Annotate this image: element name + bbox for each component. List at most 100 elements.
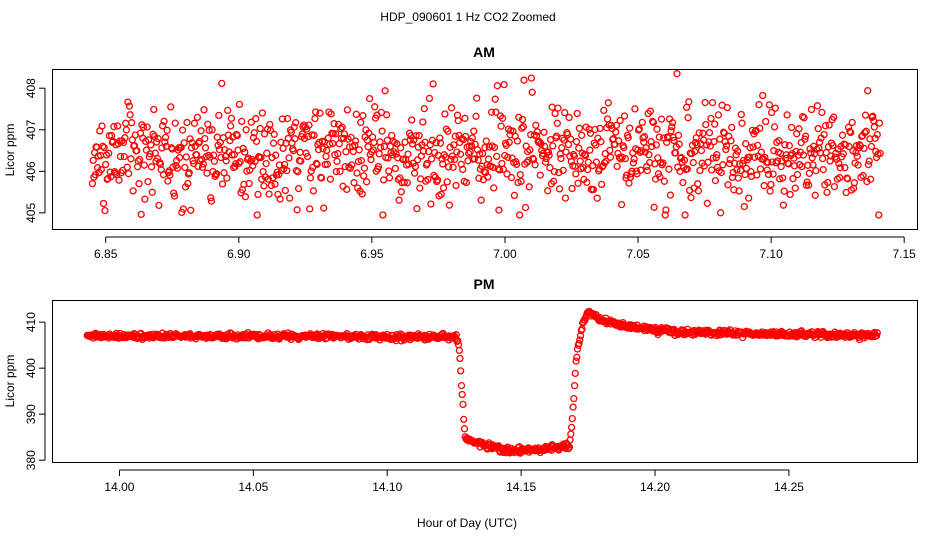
am-data-point — [121, 134, 129, 142]
am-data-point — [333, 157, 341, 165]
am-data-point — [596, 124, 604, 133]
am-data-point — [348, 161, 356, 169]
am-data-point — [661, 211, 669, 219]
am-data-point — [586, 129, 595, 137]
am-data-point — [184, 179, 192, 188]
am-data-point — [519, 123, 527, 131]
am-data-point — [276, 195, 284, 203]
am-data-point — [110, 123, 118, 131]
am-data-point — [500, 80, 508, 89]
am-data-point — [647, 138, 655, 146]
am-data-point — [523, 158, 531, 166]
am-data-point — [171, 119, 179, 127]
am-data-point — [830, 182, 839, 191]
am-data-point — [340, 130, 349, 138]
am-data-point — [215, 146, 224, 154]
am-data-point — [294, 184, 303, 193]
am-data-point — [314, 145, 323, 154]
am-data-point — [621, 154, 629, 163]
am-data-point — [666, 191, 675, 199]
am-data-point — [722, 142, 731, 150]
am-data-point — [521, 203, 530, 212]
am-data-point — [592, 158, 601, 166]
am-data-point — [352, 110, 360, 118]
am-data-point — [573, 109, 581, 118]
pm-x-tick-label: 14.05 — [238, 480, 268, 494]
am-data-point — [733, 147, 742, 155]
am-data-point — [875, 211, 883, 219]
pm-y-axis-title: Licor ppm — [3, 355, 17, 408]
am-data-point — [350, 179, 358, 187]
am-data-point — [839, 150, 847, 158]
am-data-point — [844, 175, 852, 183]
am-data-point — [552, 132, 561, 140]
pm-x-tick-label: 14.15 — [506, 480, 536, 494]
am-data-point — [340, 134, 348, 143]
am-data-point — [541, 142, 549, 151]
am-data-point — [675, 140, 683, 148]
am-data-point — [714, 111, 723, 119]
am-plot-frame — [52, 69, 918, 230]
am-data-point — [643, 166, 652, 175]
am-data-point — [101, 206, 109, 215]
pm-data-point — [457, 381, 466, 390]
pm-x-tick-label: 14.00 — [104, 480, 134, 494]
am-data-point — [305, 121, 313, 129]
am-data-point — [338, 123, 346, 131]
am-data-point — [482, 137, 490, 145]
am-data-point — [205, 126, 213, 134]
am-data-point — [871, 134, 879, 142]
am-data-point — [296, 148, 304, 156]
am-data-point — [650, 203, 658, 211]
am-data-point — [559, 166, 567, 175]
am-data-point — [493, 152, 501, 161]
am-data-point — [362, 178, 371, 186]
am-data-point — [561, 109, 569, 117]
pm-x-axis: 14.00 14.05 14.10 14.15 14.20 14.25 — [104, 469, 804, 494]
am-data-point — [494, 165, 502, 173]
am-data-point — [665, 165, 673, 173]
am-data-point — [725, 159, 734, 168]
am-data-point — [668, 118, 677, 127]
am-data-point — [864, 87, 872, 95]
am-data-point — [819, 165, 827, 174]
am-data-point — [875, 119, 884, 127]
am-data-point — [825, 121, 833, 129]
am-data-point — [100, 143, 108, 152]
am-data-point — [753, 141, 762, 150]
am-data-point — [821, 122, 830, 130]
am-data-point — [337, 124, 345, 133]
am-data-point — [142, 146, 151, 154]
am-data-point — [332, 167, 340, 176]
am-data-point — [484, 155, 493, 163]
am-data-point — [732, 151, 740, 159]
am-data-point — [818, 108, 826, 117]
am-data-point — [862, 127, 870, 135]
am-data-point — [346, 164, 354, 172]
am-data-point — [198, 163, 207, 172]
am-data-point — [124, 98, 132, 106]
am-data-point — [727, 137, 735, 145]
am-data-point — [776, 175, 784, 183]
am-data-point — [826, 157, 834, 165]
am-y-axis: 405 406 407 408 — [24, 78, 46, 223]
am-data-point — [617, 155, 625, 163]
am-data-point — [323, 146, 331, 155]
am-data-point — [804, 161, 812, 169]
am-data-point — [763, 166, 771, 174]
am-data-point — [477, 196, 485, 204]
am-data-point — [307, 167, 315, 175]
am-data-point — [568, 184, 576, 193]
am-data-point — [673, 70, 681, 78]
am-data-point — [765, 101, 774, 109]
am-data-point — [374, 162, 383, 171]
am-data-point — [436, 134, 444, 142]
am-data-point — [562, 148, 570, 156]
am-data-point — [516, 170, 524, 179]
am-data-point — [504, 153, 512, 161]
am-data-point — [536, 171, 544, 179]
am-data-point — [638, 118, 646, 127]
am-data-point — [242, 126, 250, 134]
am-data-point — [241, 193, 250, 201]
am-data-point — [626, 124, 634, 132]
